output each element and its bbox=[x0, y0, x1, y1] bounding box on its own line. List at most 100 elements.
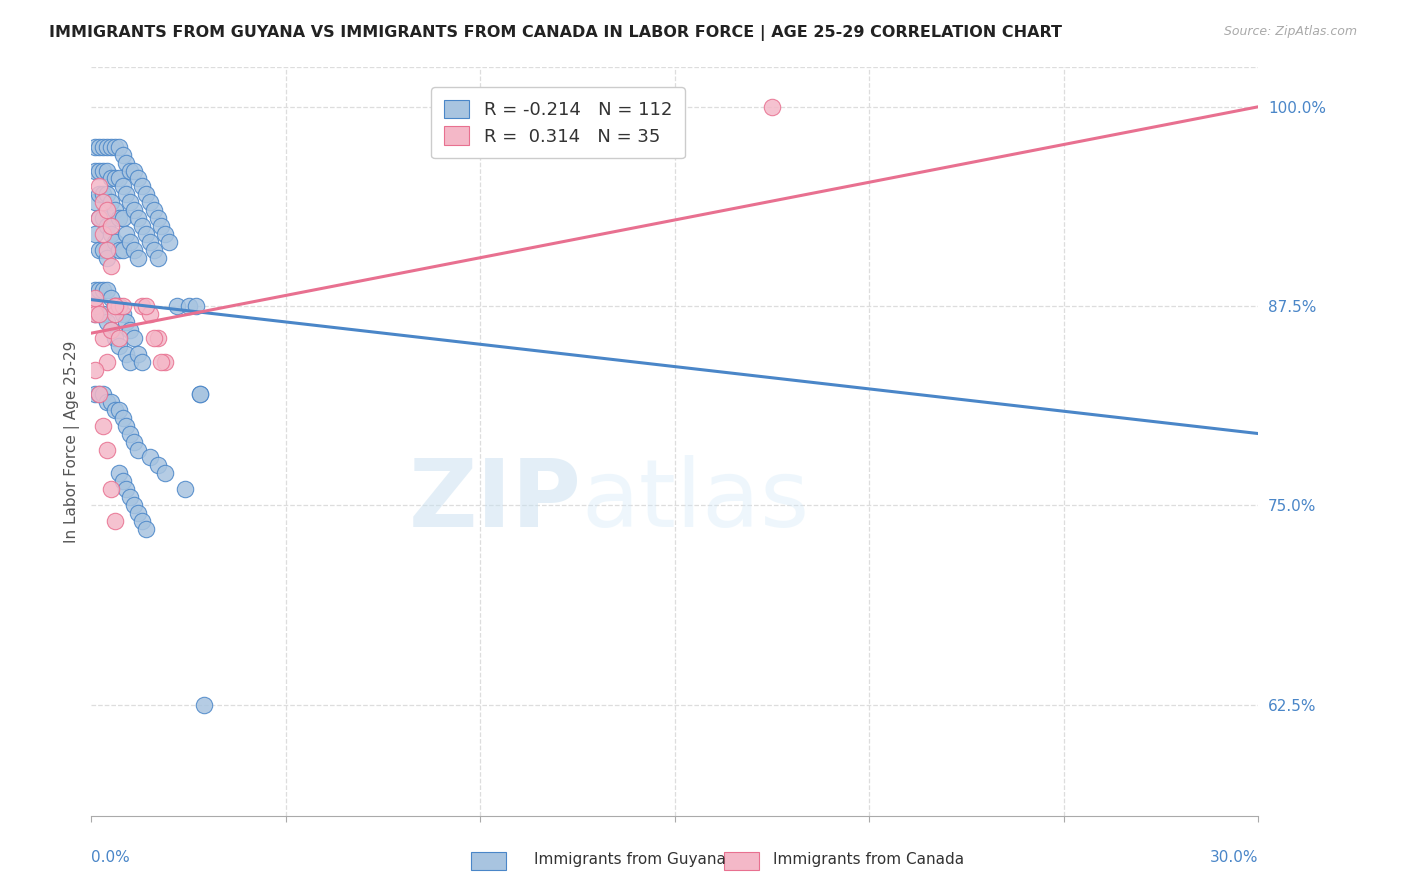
Point bbox=[127, 442, 149, 457]
Legend: R = -0.214   N = 112, R =  0.314   N = 35: R = -0.214 N = 112, R = 0.314 N = 35 bbox=[432, 87, 685, 159]
Point bbox=[115, 155, 138, 169]
Point bbox=[138, 307, 162, 321]
Point bbox=[155, 467, 177, 481]
Point bbox=[104, 171, 127, 186]
Point bbox=[127, 347, 149, 361]
Point bbox=[84, 299, 107, 313]
Point bbox=[150, 219, 173, 234]
Point bbox=[122, 203, 145, 218]
Point bbox=[120, 491, 142, 505]
Point bbox=[138, 195, 162, 210]
Text: Immigrants from Guyana: Immigrants from Guyana bbox=[534, 852, 725, 867]
Point bbox=[135, 187, 157, 202]
Point bbox=[131, 179, 153, 194]
Point bbox=[104, 299, 127, 313]
Point bbox=[122, 244, 145, 258]
Point bbox=[96, 163, 118, 178]
Point bbox=[111, 147, 134, 161]
Point bbox=[96, 139, 118, 153]
Point bbox=[115, 187, 138, 202]
Point bbox=[155, 227, 177, 242]
Point bbox=[91, 211, 114, 226]
Point bbox=[91, 331, 114, 345]
Text: atlas: atlas bbox=[582, 456, 810, 548]
Point bbox=[146, 251, 169, 265]
Point bbox=[100, 139, 122, 153]
Point bbox=[122, 163, 145, 178]
Point bbox=[115, 315, 138, 329]
Point bbox=[127, 251, 149, 265]
Point bbox=[100, 171, 122, 186]
Point bbox=[100, 291, 122, 305]
Text: ZIP: ZIP bbox=[409, 456, 582, 548]
Point bbox=[127, 211, 149, 226]
Point bbox=[120, 195, 142, 210]
Point bbox=[96, 283, 118, 297]
Point bbox=[146, 211, 169, 226]
Point bbox=[100, 259, 122, 273]
Point bbox=[84, 283, 107, 297]
Point bbox=[131, 219, 153, 234]
Point bbox=[138, 235, 162, 250]
Point bbox=[193, 698, 215, 712]
Point bbox=[89, 386, 111, 401]
Point bbox=[107, 299, 129, 313]
Point bbox=[96, 394, 118, 409]
Point bbox=[142, 331, 165, 345]
Point bbox=[89, 187, 111, 202]
Point bbox=[89, 163, 111, 178]
Point bbox=[100, 323, 122, 337]
Point bbox=[107, 139, 129, 153]
Point bbox=[89, 283, 111, 297]
Point bbox=[120, 355, 142, 369]
Point bbox=[115, 227, 138, 242]
Point bbox=[91, 283, 114, 297]
Point bbox=[122, 434, 145, 449]
Point bbox=[104, 299, 127, 313]
Point bbox=[89, 211, 111, 226]
Point bbox=[135, 522, 157, 536]
Point bbox=[96, 355, 118, 369]
Point bbox=[96, 442, 118, 457]
Point bbox=[100, 394, 122, 409]
Point bbox=[96, 187, 118, 202]
Point bbox=[91, 163, 114, 178]
Point bbox=[186, 299, 208, 313]
Point bbox=[115, 483, 138, 497]
Point bbox=[107, 299, 129, 313]
Point bbox=[120, 323, 142, 337]
Point bbox=[115, 418, 138, 433]
Point bbox=[104, 402, 127, 417]
Point bbox=[104, 139, 127, 153]
Point bbox=[104, 203, 127, 218]
Point bbox=[120, 426, 142, 441]
Point bbox=[100, 195, 122, 210]
Point bbox=[84, 227, 107, 242]
Text: 0.0%: 0.0% bbox=[91, 850, 131, 865]
Point bbox=[146, 458, 169, 473]
Point bbox=[761, 100, 783, 114]
Point bbox=[111, 475, 134, 489]
Point bbox=[104, 514, 127, 528]
Point bbox=[122, 331, 145, 345]
Point bbox=[111, 307, 134, 321]
Point bbox=[131, 299, 153, 313]
Point bbox=[84, 163, 107, 178]
Point bbox=[120, 163, 142, 178]
Point bbox=[89, 139, 111, 153]
Point bbox=[107, 402, 129, 417]
Point bbox=[127, 171, 149, 186]
Point bbox=[107, 339, 129, 353]
Point bbox=[96, 251, 118, 265]
Point bbox=[150, 355, 173, 369]
Text: Source: ZipAtlas.com: Source: ZipAtlas.com bbox=[1223, 25, 1357, 38]
Point bbox=[91, 386, 114, 401]
Y-axis label: In Labor Force | Age 25-29: In Labor Force | Age 25-29 bbox=[65, 341, 80, 542]
Point bbox=[111, 410, 134, 425]
Point bbox=[89, 244, 111, 258]
Text: IMMIGRANTS FROM GUYANA VS IMMIGRANTS FROM CANADA IN LABOR FORCE | AGE 25-29 CORR: IMMIGRANTS FROM GUYANA VS IMMIGRANTS FRO… bbox=[49, 25, 1062, 41]
Point bbox=[107, 171, 129, 186]
Point bbox=[135, 227, 157, 242]
Point bbox=[96, 203, 118, 218]
Point bbox=[173, 483, 195, 497]
